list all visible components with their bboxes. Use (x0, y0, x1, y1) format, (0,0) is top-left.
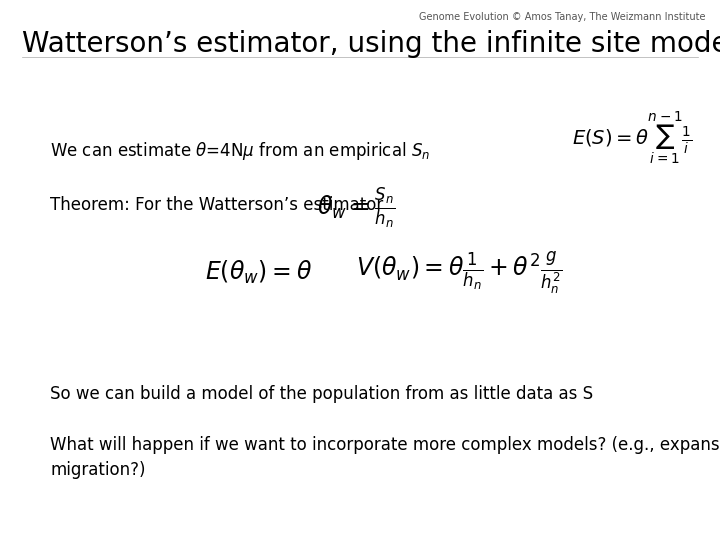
Text: $\theta_w = \frac{S_n}{h_n}$: $\theta_w = \frac{S_n}{h_n}$ (317, 186, 395, 230)
Text: What will happen if we want to incorporate more complex models? (e.g., expansion: What will happen if we want to incorpora… (50, 436, 720, 455)
Text: Genome Evolution © Amos Tanay, The Weizmann Institute: Genome Evolution © Amos Tanay, The Weizm… (419, 12, 706, 23)
Text: We can estimate $\theta$=4N$\mu$ from an empirical $S_n$: We can estimate $\theta$=4N$\mu$ from an… (50, 140, 431, 162)
Text: $E(S) = \theta \sum_{i=1}^{n-1} \frac{1}{i}$: $E(S) = \theta \sum_{i=1}^{n-1} \frac{1}… (572, 109, 693, 166)
Text: $V(\theta_w) = \theta\frac{1}{h_n} + \theta^2\frac{g}{h_n^2}$: $V(\theta_w) = \theta\frac{1}{h_n} + \th… (356, 250, 562, 295)
Text: migration?): migration?) (50, 461, 146, 479)
Text: $E(\theta_w) = \theta$: $E(\theta_w) = \theta$ (205, 259, 312, 286)
Text: Theorem: For the Watterson’s estimator: Theorem: For the Watterson’s estimator (50, 196, 384, 214)
Text: So we can build a model of the population from as little data as S: So we can build a model of the populatio… (50, 385, 593, 403)
Text: Watterson’s estimator, using the infinite site model: Watterson’s estimator, using the infinit… (22, 30, 720, 58)
